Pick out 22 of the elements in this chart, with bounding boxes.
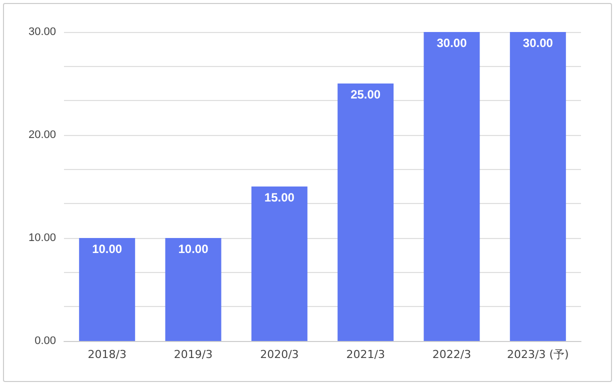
x-tick-label: 2021/3	[346, 348, 385, 361]
y-tick-label: 0.00	[34, 335, 56, 347]
y-tick-label: 20.00	[28, 129, 56, 141]
bar	[424, 32, 480, 341]
data-label: 30.00	[436, 36, 468, 50]
data-label: 10.00	[92, 242, 122, 256]
x-tick-label: 2022/3	[432, 348, 472, 361]
data-label: 10.00	[178, 242, 209, 256]
bar	[510, 32, 566, 341]
bar	[251, 186, 308, 341]
bar	[338, 84, 394, 341]
data-label: 15.00	[264, 190, 295, 204]
x-tick-label: 2020/3	[260, 348, 299, 361]
bar	[79, 238, 136, 341]
y-tick-label: 10.00	[28, 232, 56, 244]
x-tick-label: 2023/3 (予)	[507, 348, 569, 361]
y-tick-label: 30.00	[28, 26, 56, 38]
bar	[165, 238, 222, 341]
x-tick-label: 2018/3	[88, 348, 126, 361]
data-label: 30.00	[522, 36, 554, 50]
data-label: 25.00	[350, 88, 381, 102]
x-tick-label: 2019/3	[174, 348, 213, 361]
